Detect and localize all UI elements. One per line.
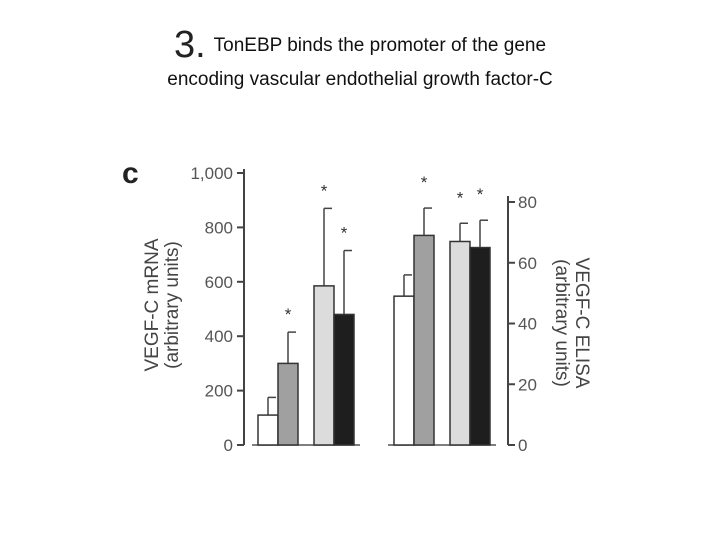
- left-y-tick-label: 600: [205, 273, 233, 292]
- title-text-1: TonEBP binds the promoter of the gene: [213, 35, 547, 56]
- left-ylabel-line1: VEGF-C mRNA: [142, 238, 163, 371]
- left-y-tick-label: 1,000: [190, 164, 233, 183]
- left-y-tick-label: 0: [224, 436, 233, 455]
- plot-layer: 0 200 400 600 800 1,000 * * * * * * 0 20 40 60 80: [190, 164, 536, 455]
- vegf-c-bar-chart: c VEGF-C mRNA (arbitrary units) VEGF-C E…: [122, 157, 592, 455]
- left-bar: [333, 313, 355, 446]
- right-significance-star: *: [477, 185, 484, 204]
- title-line-1: 3. TonEBP binds the promoter of the gene: [0, 26, 720, 64]
- right-ylabel-line1: VEGF-C ELISA: [571, 258, 592, 389]
- right-bar: [469, 246, 491, 446]
- left-significance-star: *: [341, 224, 348, 243]
- right-y-tick-label: 60: [518, 254, 537, 273]
- left-bar: [313, 285, 335, 446]
- left-y-tick-label: 200: [205, 382, 233, 401]
- right-bar: [449, 240, 471, 446]
- left-bar: [277, 362, 299, 446]
- left-significance-star: *: [285, 305, 292, 324]
- left-bar: [257, 414, 279, 446]
- left-significance-star: *: [321, 181, 328, 200]
- right-significance-star: *: [421, 173, 428, 192]
- right-ylabel-line2: (arbitrary units): [551, 259, 572, 387]
- right-bar: [393, 295, 415, 446]
- left-ylabel-line2: (arbitrary units): [162, 241, 183, 369]
- slide-title: 3. TonEBP binds the promoter of the gene …: [0, 26, 720, 93]
- slide-number: 3.: [173, 24, 206, 66]
- title-line-2: encoding vascular endothelial growth fac…: [167, 69, 553, 90]
- right-bar: [413, 234, 435, 446]
- right-significance-star: *: [457, 188, 464, 207]
- right-y-tick-label: 80: [518, 193, 537, 212]
- right-y-tick-label: 40: [518, 315, 537, 334]
- left-y-tick-label: 400: [205, 327, 233, 346]
- right-y-tick-label: 20: [518, 375, 537, 394]
- right-y-tick-label: 0: [518, 436, 527, 455]
- left-y-tick-label: 800: [205, 218, 233, 237]
- panel-letter: c: [122, 157, 139, 190]
